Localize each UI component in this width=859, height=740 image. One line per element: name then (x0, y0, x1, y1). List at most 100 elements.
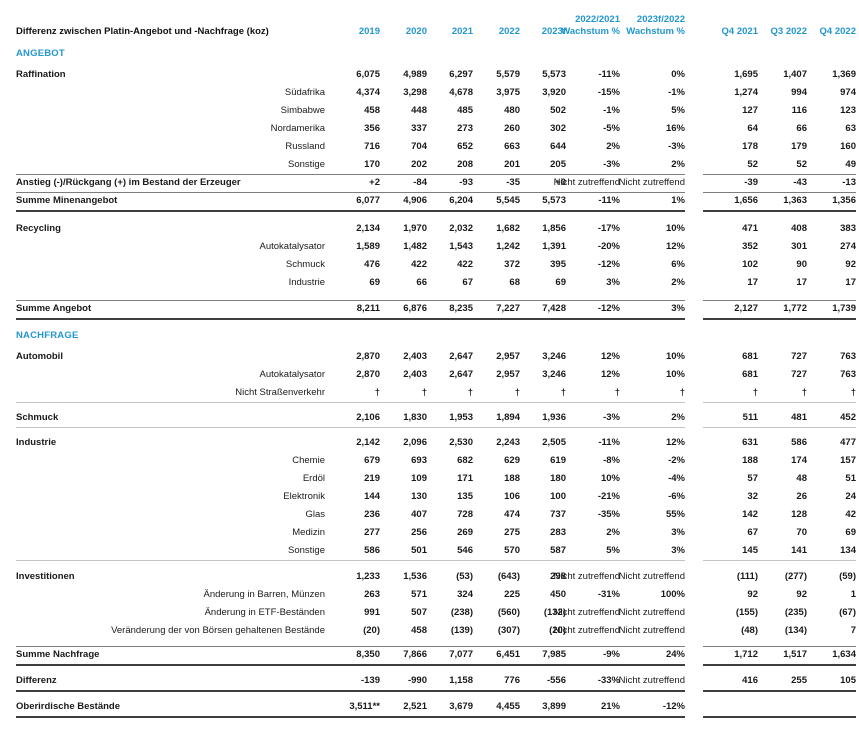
cell: 3% (671, 527, 685, 538)
cell: (67) (839, 607, 856, 618)
cell: 407 (411, 509, 427, 520)
cell: 7,428 (542, 303, 566, 314)
cell: 48 (796, 473, 807, 484)
not-applicable-text: Nicht zutreffend (618, 177, 685, 188)
cell: 5% (606, 545, 620, 556)
cell: 5,579 (496, 69, 520, 80)
cell: 4,906 (403, 195, 427, 206)
cell: 66 (416, 277, 427, 288)
cell: (155) (735, 607, 758, 618)
not-applicable-text: Nicht zutreffend (618, 625, 685, 636)
cell: 51 (845, 473, 856, 484)
cell: 24% (665, 649, 685, 660)
cell: 2,870 (356, 369, 380, 380)
cell: 116 (791, 105, 807, 116)
column-header-row: Differenz zwischen Platin-Angebot und -N… (16, 12, 856, 38)
cell: 1,543 (449, 241, 473, 252)
cell: (560) (497, 607, 520, 618)
cell: 4,374 (356, 87, 380, 98)
cell: -17% (597, 223, 620, 234)
table-row: Summe Angebot 8,211 6,876 8,235 7,227 7,428 -1… (16, 300, 856, 318)
cell: † (752, 387, 758, 398)
cell: 5,545 (496, 195, 520, 206)
cell: 2,957 (496, 351, 520, 362)
cell: 395 (550, 259, 566, 270)
cell: 8,211 (356, 303, 380, 314)
cell: 3,246 (542, 369, 566, 380)
cell: 2% (671, 412, 685, 423)
not-applicable-text: Nicht zutreffend (553, 625, 620, 636)
cell: 188 (742, 455, 758, 466)
rule-segment-quarters (703, 402, 856, 403)
cell: 2,505 (542, 437, 566, 448)
cell: 2% (671, 277, 685, 288)
row-label: Summe Angebot (16, 303, 92, 314)
cell: -31% (597, 589, 620, 600)
column-gap (685, 524, 703, 542)
cell: 631 (742, 437, 758, 448)
table-row: Simbabwe 458 448 485 480 502 -1% 5% 127 116 123 (16, 102, 856, 120)
table-row: Anstieg (-)/Rückgang (+) im Bestand der … (16, 174, 856, 192)
cell: 178 (742, 141, 758, 152)
column-gap (685, 348, 703, 366)
cell: 1,158 (449, 675, 473, 686)
cell: 273 (457, 123, 473, 134)
section-header-row: NACHFRAGE (16, 328, 856, 344)
cell: 3,246 (542, 351, 566, 362)
cell: 2,142 (356, 437, 380, 448)
cell: +2 (369, 177, 380, 188)
row-label: Chemie (292, 455, 325, 466)
cell: 7,866 (403, 649, 427, 660)
cell: 274 (840, 241, 856, 252)
row-label: Änderung in ETF-Beständen (204, 607, 325, 618)
growth-header-line2: Wachstum % (626, 26, 685, 37)
cell: 92 (845, 259, 856, 270)
cell: -5% (603, 123, 620, 134)
cell: 2,127 (734, 303, 758, 314)
cell: -15% (597, 87, 620, 98)
cell: -3% (603, 412, 620, 423)
cell: -2% (668, 455, 685, 466)
column-gap (685, 256, 703, 274)
cell: 236 (364, 509, 380, 520)
cell: 6,077 (356, 195, 380, 206)
cell: 5,573 (542, 195, 566, 206)
rule-segment-quarters (703, 560, 856, 561)
cell: 1,682 (496, 223, 520, 234)
cell: 681 (742, 351, 758, 362)
cell: 174 (791, 455, 807, 466)
column-gap (685, 174, 703, 192)
cell: 269 (457, 527, 473, 538)
column-header-2020: 2020 (405, 26, 427, 37)
cell: 17 (845, 277, 856, 288)
cell: 109 (411, 473, 427, 484)
column-gap (685, 366, 703, 384)
column-gap (685, 568, 703, 586)
cell: 571 (411, 589, 427, 600)
cell: 663 (504, 141, 520, 152)
row-label: Medizin (292, 527, 325, 538)
table-row: Oberirdische Bestände 3,511** 2,521 3,679 4,… (16, 698, 856, 716)
table-row: Automobil 2,870 2,403 2,647 2,957 3,246 12% 10%… (16, 348, 856, 366)
cell: 0% (671, 69, 685, 80)
cell: 3,975 (496, 87, 520, 98)
cell: 10% (665, 369, 685, 380)
cell: 2,096 (403, 437, 427, 448)
cell: 681 (742, 369, 758, 380)
section-label: NACHFRAGE (16, 330, 79, 341)
cell: 1,363 (783, 195, 807, 206)
cell: -3% (668, 141, 685, 152)
cell: 102 (742, 259, 758, 270)
cell: 21% (600, 701, 620, 712)
cell: (59) (839, 571, 856, 582)
cell: (235) (784, 607, 807, 618)
cell: 991 (364, 607, 380, 618)
cell: 629 (504, 455, 520, 466)
cell: 6,075 (356, 69, 380, 80)
cell: 7,985 (542, 649, 566, 660)
cell: 416 (742, 675, 758, 686)
spacer (16, 427, 856, 434)
not-applicable-text: Nicht zutreffend (618, 571, 685, 582)
rule-segment-main (16, 646, 685, 647)
cell: 3,298 (403, 87, 427, 98)
